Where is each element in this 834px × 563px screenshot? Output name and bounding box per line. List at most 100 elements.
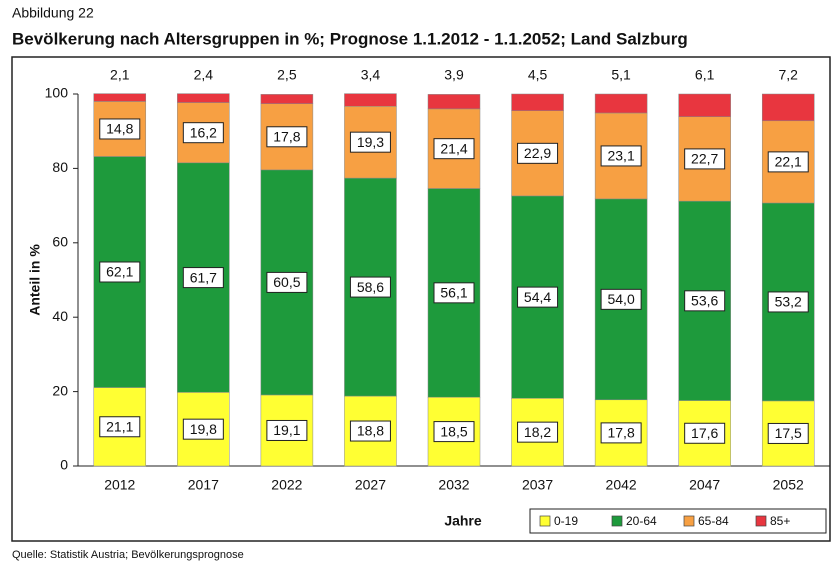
value-label: 19,8	[190, 421, 217, 437]
value-label: 16,2	[190, 124, 217, 140]
value-label-box	[99, 118, 141, 140]
value-label-box	[517, 421, 559, 443]
bar-segment	[177, 93, 230, 103]
legend-label: 20-64	[626, 514, 657, 528]
y-axis-label: Anteil in %	[27, 244, 43, 316]
bar-segment	[594, 93, 648, 114]
x-tick-label: 2042	[606, 477, 637, 493]
value-label-box	[433, 421, 475, 443]
value-label-box	[433, 138, 475, 160]
y-tick-label: 20	[52, 382, 68, 398]
value-label: 2,1	[110, 67, 130, 83]
value-label-box	[182, 418, 224, 440]
value-label-box	[349, 131, 391, 153]
value-label: 2,5	[277, 67, 297, 83]
chart-title: Bevölkerung nach Altersgruppen in %; Pro…	[12, 29, 688, 48]
y-tick-label: 60	[52, 234, 68, 250]
value-label: 17,8	[607, 425, 634, 441]
value-label: 5,1	[611, 67, 631, 83]
bar-segment	[427, 94, 481, 110]
value-label-box	[684, 422, 726, 444]
x-tick-label: 2047	[689, 477, 720, 493]
value-label: 17,6	[691, 425, 718, 441]
legend-marker	[755, 515, 767, 527]
x-axis-label: Jahre	[444, 513, 482, 529]
value-label: 62,1	[106, 264, 133, 280]
value-label: 22,7	[691, 151, 718, 167]
bar-segment	[93, 93, 147, 102]
value-label: 21,1	[106, 418, 133, 434]
y-tick-label: 40	[52, 308, 68, 324]
value-label: 61,7	[190, 269, 217, 285]
value-label: 17,8	[273, 128, 300, 144]
value-label: 22,1	[775, 154, 802, 170]
value-label-box	[600, 422, 642, 444]
value-label: 19,3	[357, 134, 384, 150]
value-label: 53,6	[691, 293, 718, 309]
legend-label: 0-19	[554, 514, 578, 528]
value-label: 58,6	[357, 279, 384, 295]
value-label-box	[600, 145, 642, 167]
value-label-box	[767, 291, 809, 313]
value-label-box	[600, 288, 642, 310]
figure-label: Abbildung 22	[12, 5, 94, 21]
value-label: 60,5	[273, 274, 300, 290]
legend-label: 65-84	[698, 514, 729, 528]
value-label: 54,4	[524, 289, 551, 305]
value-label: 23,1	[607, 148, 634, 164]
value-label: 4,5	[528, 67, 548, 83]
value-label-box	[433, 282, 475, 304]
legend-label: 85+	[770, 514, 790, 528]
value-label-box	[517, 286, 559, 308]
value-label: 14,8	[106, 121, 133, 137]
value-label-box	[266, 126, 308, 148]
value-label-box	[349, 420, 391, 442]
value-label-box	[99, 261, 141, 283]
value-label: 21,4	[440, 140, 467, 156]
x-tick-label: 2017	[188, 477, 219, 493]
x-tick-label: 2012	[104, 477, 135, 493]
value-label-box	[349, 276, 391, 298]
value-label: 22,9	[524, 145, 551, 161]
chart-frame	[11, 56, 831, 542]
value-label: 17,5	[775, 425, 802, 441]
value-label: 18,2	[524, 424, 551, 440]
value-label-box	[767, 151, 809, 173]
source: Quelle: Statistik Austria; Bevölkerungsp…	[12, 549, 244, 561]
value-label: 3,9	[444, 67, 464, 83]
x-tick-label: 2022	[271, 477, 302, 493]
value-label: 7,2	[778, 67, 798, 83]
value-label: 18,5	[440, 423, 467, 439]
bar-segment	[511, 93, 564, 111]
x-tick-label: 2037	[522, 477, 553, 493]
value-label-box	[266, 419, 308, 441]
value-label-box	[684, 148, 726, 170]
value-label: 53,2	[775, 294, 802, 310]
legend-marker	[539, 515, 551, 527]
x-tick-label: 2027	[355, 477, 386, 493]
value-label: 6,1	[695, 67, 715, 83]
x-tick-label: 2052	[773, 477, 804, 493]
value-label: 3,4	[361, 67, 381, 83]
value-label: 19,1	[273, 422, 300, 438]
y-tick-label: 100	[45, 85, 69, 101]
legend-box	[529, 508, 827, 534]
value-label-box	[182, 122, 224, 144]
value-label: 54,0	[607, 291, 634, 307]
y-tick-label: 80	[52, 159, 68, 175]
legend-marker	[683, 515, 695, 527]
value-label: 56,1	[440, 285, 467, 301]
bar-segment	[678, 93, 731, 117]
value-label-box	[99, 416, 141, 438]
value-label-box	[684, 290, 726, 312]
y-tick-label: 0	[60, 457, 68, 473]
bar-segment	[344, 93, 397, 107]
x-tick-label: 2032	[438, 477, 469, 493]
value-label-box	[182, 267, 224, 289]
value-label: 18,8	[357, 423, 384, 439]
value-label-box	[266, 271, 308, 293]
bar-segment	[260, 94, 314, 104]
bar-segment	[761, 93, 815, 122]
value-label-box	[517, 142, 559, 164]
